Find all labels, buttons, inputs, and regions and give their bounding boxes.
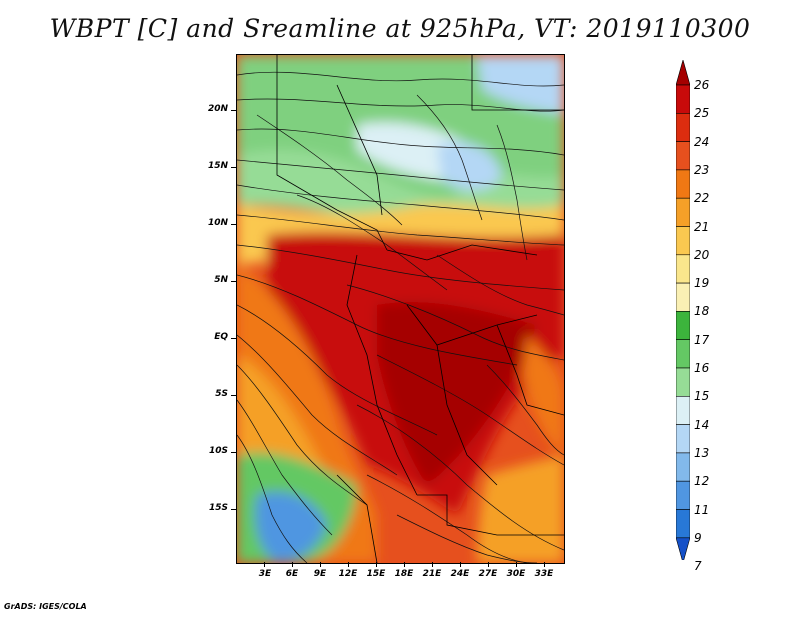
lat-tick bbox=[231, 452, 236, 453]
lon-label-9e: 9E bbox=[313, 569, 327, 579]
colorbar-box bbox=[676, 424, 690, 454]
lon-tick bbox=[264, 562, 265, 567]
colorbar bbox=[676, 60, 690, 560]
lon-tick bbox=[516, 562, 517, 567]
lon-tick bbox=[488, 562, 489, 567]
lon-tick bbox=[292, 562, 293, 567]
colorbar-label: 12 bbox=[694, 474, 710, 489]
field-shading bbox=[237, 55, 564, 563]
lat-tick bbox=[231, 110, 236, 111]
lat-tick bbox=[231, 395, 236, 396]
colorbar-box bbox=[676, 169, 690, 199]
colorbar-label: 20 bbox=[694, 247, 710, 262]
colorbar-box bbox=[676, 480, 690, 510]
lat-label-15s: 15S bbox=[208, 503, 228, 513]
colorbar-label: 11 bbox=[694, 502, 710, 517]
lon-label-18e: 18E bbox=[394, 569, 414, 579]
map-title: WBPT [C] and Sreamline at 925hPa, VT: 20… bbox=[49, 14, 751, 43]
lat-tick bbox=[231, 167, 236, 168]
lat-label-20n: 20N bbox=[207, 104, 228, 114]
colorbar-box bbox=[676, 339, 690, 369]
colorbar-box bbox=[676, 141, 690, 171]
colorbar-label: 26 bbox=[694, 78, 710, 92]
lon-label-33e: 33E bbox=[534, 569, 554, 579]
lat-tick bbox=[231, 509, 236, 510]
colorbar-box bbox=[676, 509, 690, 539]
colorbar-label: 17 bbox=[694, 332, 710, 347]
lon-label-24e: 24E bbox=[450, 569, 470, 579]
lon-tick bbox=[348, 562, 349, 567]
lon-label-6e: 6E bbox=[285, 569, 299, 579]
colorbar-label: 15 bbox=[694, 389, 710, 404]
lon-label-12e: 12E bbox=[338, 569, 358, 579]
lat-tick bbox=[231, 224, 236, 225]
lat-label-5n: 5N bbox=[214, 275, 228, 285]
lon-tick bbox=[320, 562, 321, 567]
colorbar-label: 13 bbox=[694, 445, 710, 460]
wbpt-field bbox=[237, 55, 564, 563]
colorbar-box bbox=[676, 282, 690, 312]
colorbar-box bbox=[676, 197, 690, 227]
colorbar-box bbox=[676, 254, 690, 284]
colorbar-box bbox=[676, 452, 690, 482]
streamlines bbox=[237, 71, 564, 563]
lon-tick bbox=[544, 562, 545, 567]
colorbar-label: 9 bbox=[694, 530, 702, 545]
lat-label-10s: 10S bbox=[208, 446, 228, 456]
colorbar-label: 7 bbox=[694, 559, 702, 574]
colorbar-box bbox=[676, 367, 690, 397]
lon-tick bbox=[404, 562, 405, 567]
colorbar-box bbox=[676, 112, 690, 142]
lon-tick bbox=[432, 562, 433, 567]
map-panel bbox=[236, 54, 565, 564]
colorbar-box bbox=[676, 311, 690, 340]
lat-label-15n: 15N bbox=[207, 161, 228, 171]
colorbar-label: 21 bbox=[694, 219, 710, 234]
colorbar-box bbox=[676, 395, 690, 425]
colorbar-box bbox=[676, 84, 690, 114]
colorbar-label: 18 bbox=[694, 304, 710, 319]
lat-tick bbox=[231, 281, 236, 282]
lon-tick bbox=[376, 562, 377, 567]
colorbar-label: 16 bbox=[694, 361, 710, 375]
colorbar-box bbox=[676, 226, 690, 256]
colorbar-label: 19 bbox=[694, 276, 710, 291]
grads-credit: GrADS: IGES/COLA bbox=[4, 602, 87, 611]
lon-label-30e: 30E bbox=[506, 569, 526, 579]
colorbar-label: 22 bbox=[694, 191, 710, 206]
colorbar-bottom-arrow bbox=[676, 537, 690, 560]
colorbar-label: 14 bbox=[694, 417, 710, 432]
lon-label-21e: 21E bbox=[422, 569, 442, 579]
colorbar-label: 25 bbox=[694, 106, 710, 121]
lat-label-5s: 5S bbox=[215, 389, 228, 399]
lon-label-3e: 3E bbox=[258, 569, 272, 579]
lat-label-eq: EQ bbox=[214, 332, 228, 342]
lat-tick bbox=[231, 338, 236, 339]
country-borders bbox=[276, 55, 564, 563]
colorbar-label: 24 bbox=[694, 134, 710, 149]
colorbar-top-arrow bbox=[676, 60, 690, 86]
lon-label-15e: 15E bbox=[366, 569, 386, 579]
lon-tick bbox=[460, 562, 461, 567]
lat-label-10n: 10N bbox=[207, 218, 228, 228]
lon-label-27e: 27E bbox=[478, 569, 498, 579]
colorbar-label: 23 bbox=[694, 162, 710, 177]
